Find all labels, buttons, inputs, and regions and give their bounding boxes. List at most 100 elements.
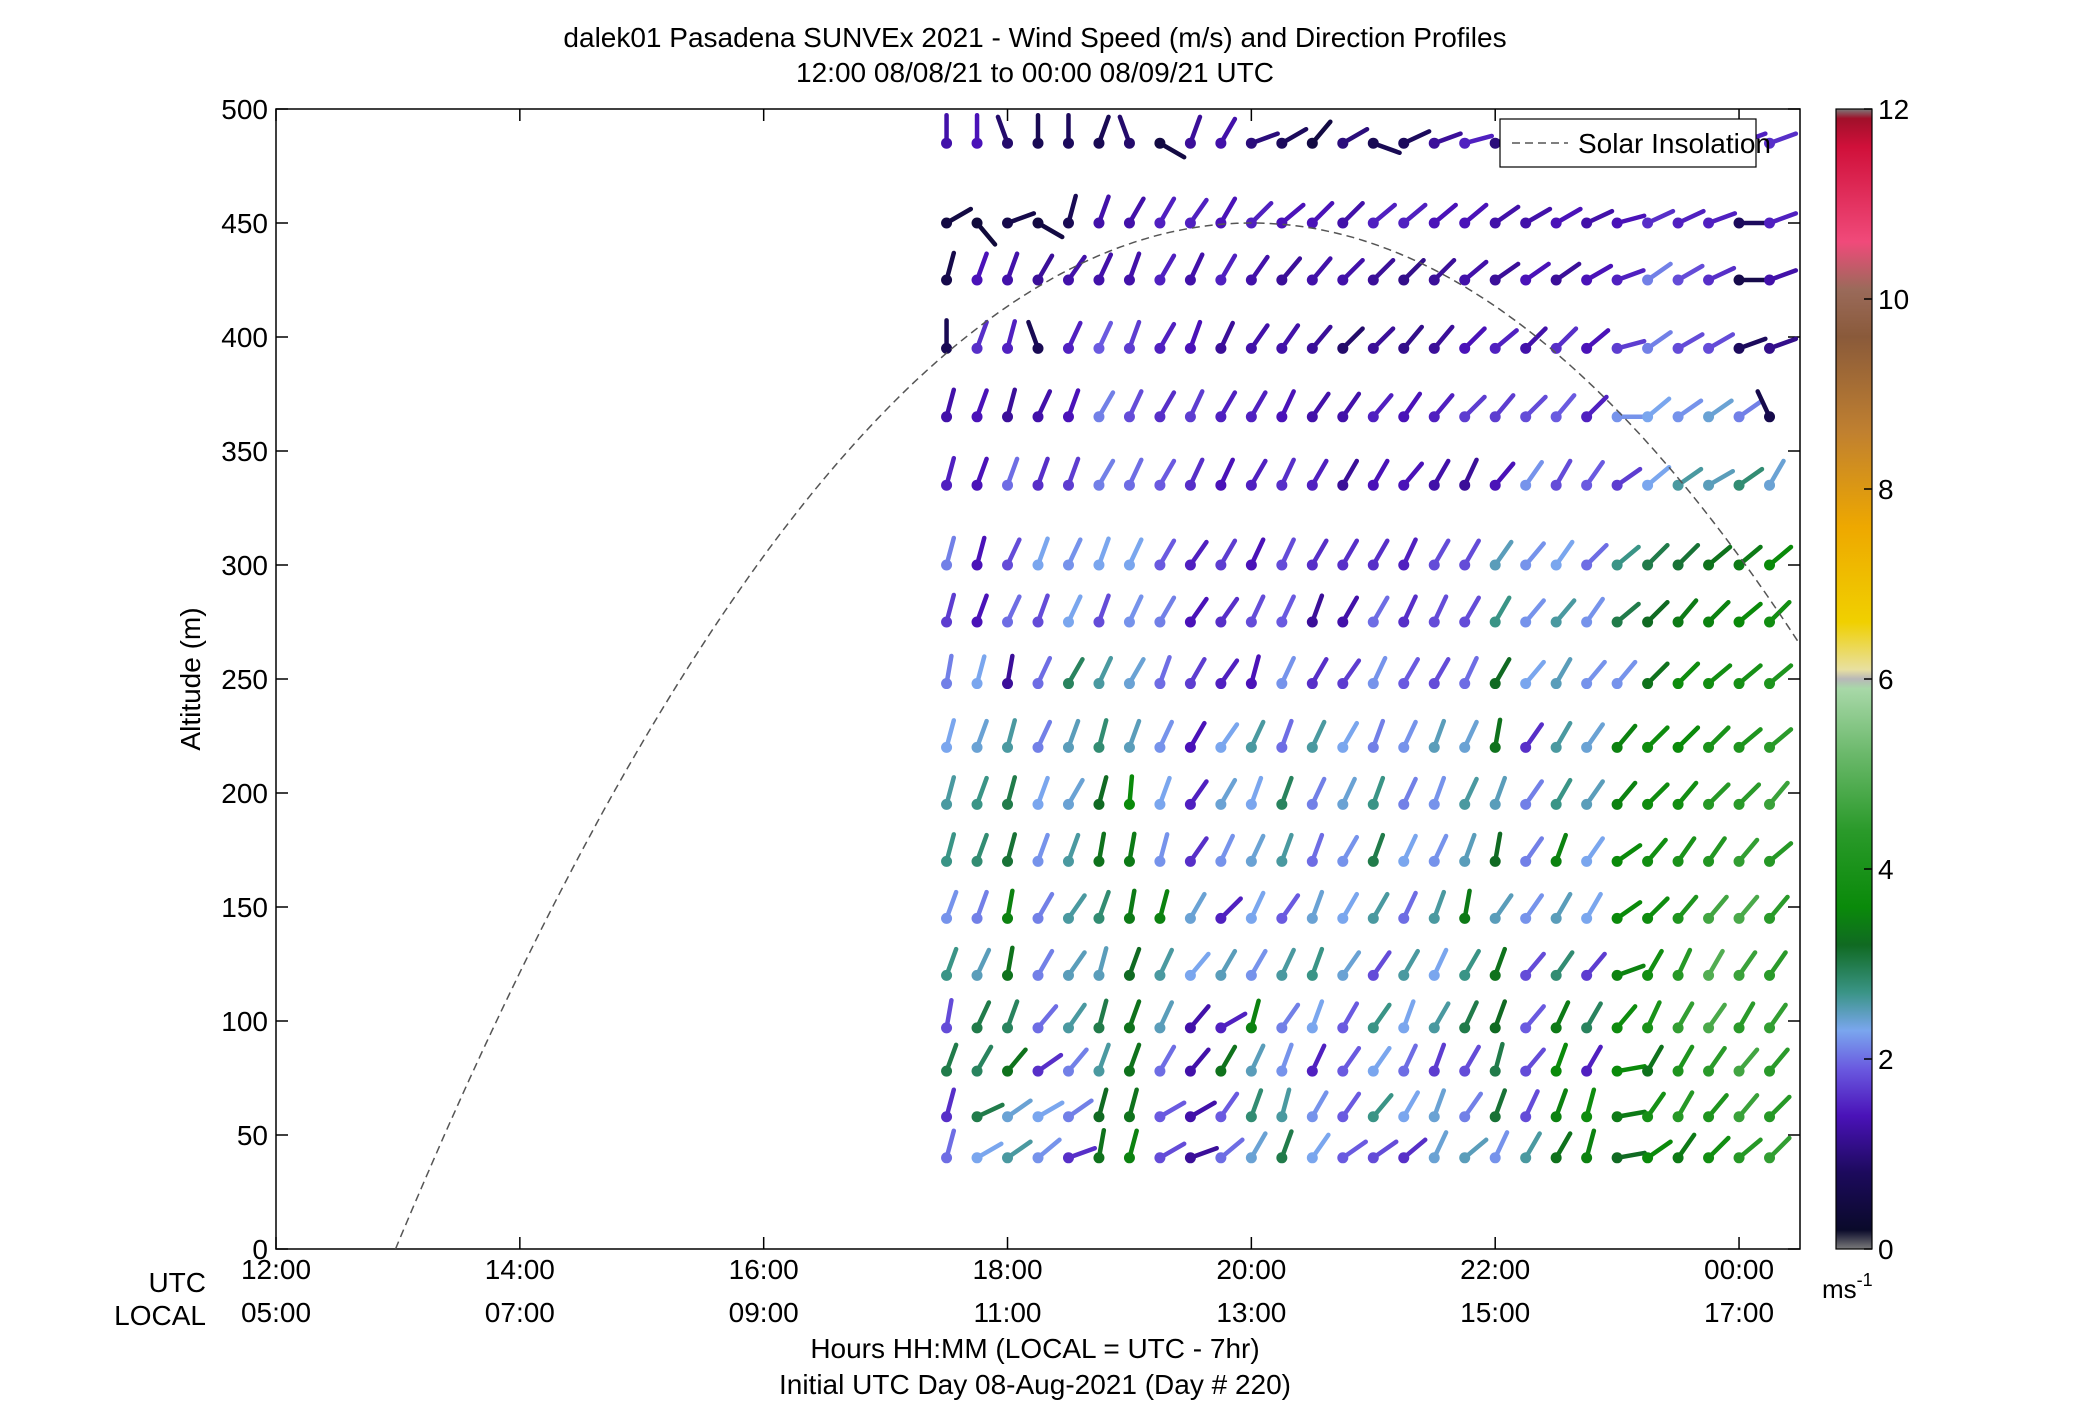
x-tick-label-local: 05:00 bbox=[241, 1297, 311, 1328]
wind-barb-head bbox=[1062, 969, 1074, 981]
wind-barb-head bbox=[1062, 411, 1074, 423]
wind-barb-head bbox=[1184, 411, 1196, 423]
wind-barb-head bbox=[1550, 912, 1562, 924]
wind-barb-head bbox=[1093, 137, 1105, 149]
wind-barb-head bbox=[1337, 969, 1349, 981]
wind-barb-head bbox=[1642, 912, 1654, 924]
wind-barb-head bbox=[1459, 217, 1471, 229]
wind-barb-head bbox=[941, 411, 953, 423]
wind-barb-head bbox=[1520, 559, 1532, 571]
wind-barb-head bbox=[1367, 1152, 1379, 1164]
wind-barb-head bbox=[1032, 741, 1044, 753]
wind-barb-head bbox=[1062, 274, 1074, 286]
wind-barb-head bbox=[1764, 479, 1776, 491]
wind-barb-head bbox=[971, 616, 983, 628]
wind-barb-head bbox=[971, 274, 983, 286]
wind-barb-head bbox=[1245, 137, 1257, 149]
wind-barb-head bbox=[1154, 342, 1166, 354]
wind-barb-head bbox=[1093, 616, 1105, 628]
wind-barb-head bbox=[971, 1022, 983, 1034]
wind-barb-head bbox=[1764, 912, 1776, 924]
wind-barb-head bbox=[971, 479, 983, 491]
wind-barb-head bbox=[1398, 411, 1410, 423]
wind-barb-head bbox=[1764, 969, 1776, 981]
colorbar-unit-sup: -1 bbox=[1857, 1270, 1873, 1290]
wind-barb-head bbox=[1581, 798, 1593, 810]
wind-barb-head bbox=[1550, 969, 1562, 981]
wind-barb-head bbox=[1398, 678, 1410, 690]
wind-barb-head bbox=[1184, 342, 1196, 354]
wind-barb-head bbox=[1093, 1065, 1105, 1077]
wind-barb-head bbox=[1672, 559, 1684, 571]
wind-barb-head bbox=[1398, 479, 1410, 491]
y-tick-label: 100 bbox=[221, 1006, 268, 1037]
wind-barb-head bbox=[1733, 1111, 1745, 1123]
wind-barb-head bbox=[1672, 969, 1684, 981]
wind-barb-head bbox=[1672, 342, 1684, 354]
wind-barb-head bbox=[1489, 1022, 1501, 1034]
wind-barb-head bbox=[1032, 855, 1044, 867]
y-tick-label: 300 bbox=[221, 550, 268, 581]
wind-barb-head bbox=[1733, 1022, 1745, 1034]
wind-barb-head bbox=[1367, 1065, 1379, 1077]
wind-barb-head bbox=[1093, 678, 1105, 690]
wind-barb-head bbox=[1733, 1065, 1745, 1077]
wind-barb-head bbox=[1459, 616, 1471, 628]
wind-barb-head bbox=[1489, 217, 1501, 229]
wind-barb-head bbox=[1703, 411, 1715, 423]
x-tick-label-local: 07:00 bbox=[485, 1297, 555, 1328]
wind-barb-head bbox=[1245, 1022, 1257, 1034]
wind-barb-head bbox=[1398, 342, 1410, 354]
colorbar-tick-label: 0 bbox=[1878, 1234, 1894, 1265]
wind-barb-head bbox=[1459, 855, 1471, 867]
wind-barb-head bbox=[1398, 798, 1410, 810]
wind-barb-head bbox=[1489, 274, 1501, 286]
wind-barb-head bbox=[1764, 798, 1776, 810]
wind-barb-head bbox=[1276, 1065, 1288, 1077]
wind-barb-head bbox=[1184, 274, 1196, 286]
wind-barb-head bbox=[1459, 274, 1471, 286]
wind-barb-head bbox=[941, 741, 953, 753]
wind-barb-head bbox=[1093, 274, 1105, 286]
wind-barb-head bbox=[1002, 678, 1014, 690]
wind-barb-head bbox=[1611, 616, 1623, 628]
wind-barb-head bbox=[1245, 855, 1257, 867]
wind-barb-head bbox=[1002, 741, 1014, 753]
wind-barb-head bbox=[1398, 1022, 1410, 1034]
wind-barb-head bbox=[1367, 479, 1379, 491]
wind-barb-head bbox=[1672, 1022, 1684, 1034]
wind-barb-head bbox=[1367, 741, 1379, 753]
wind-barb-head bbox=[971, 1065, 983, 1077]
wind-barb-head bbox=[1215, 411, 1227, 423]
wind-barb-head bbox=[1764, 1152, 1776, 1164]
x-axis: 12:00 05:00 14:00 07:00 16:00 09:00 18:00 11:00… bbox=[241, 109, 1774, 1328]
wind-barb-head bbox=[1581, 342, 1593, 354]
wind-barb-head bbox=[1306, 1111, 1318, 1123]
wind-barb-head bbox=[1520, 741, 1532, 753]
wind-barb-head bbox=[1489, 855, 1501, 867]
wind-barb-head bbox=[1337, 1111, 1349, 1123]
wind-barb-head bbox=[1215, 137, 1227, 149]
wind-barb-head bbox=[1184, 616, 1196, 628]
y-tick-label: 450 bbox=[221, 208, 268, 239]
wind-barb-head bbox=[1184, 559, 1196, 571]
wind-barb-head bbox=[1002, 217, 1014, 229]
wind-barb-head bbox=[1062, 678, 1074, 690]
wind-barb-head bbox=[1032, 411, 1044, 423]
wind-barb-head bbox=[1611, 855, 1623, 867]
wind-barb-head bbox=[1245, 274, 1257, 286]
wind-barb-head bbox=[971, 217, 983, 229]
wind-barb-head bbox=[1215, 217, 1227, 229]
wind-barb-head bbox=[1154, 559, 1166, 571]
wind-barb-head bbox=[1764, 678, 1776, 690]
x-tick-label-local: 17:00 bbox=[1704, 1297, 1774, 1328]
wind-barb-head bbox=[1062, 798, 1074, 810]
wind-barb-head bbox=[1276, 969, 1288, 981]
wind-barb-head bbox=[1276, 217, 1288, 229]
wind-barb-head bbox=[1642, 969, 1654, 981]
wind-barb-head bbox=[1642, 559, 1654, 571]
wind-barb-head bbox=[1428, 217, 1440, 229]
wind-barb-head bbox=[1002, 274, 1014, 286]
wind-barb-head bbox=[1215, 616, 1227, 628]
wind-barb-head bbox=[971, 411, 983, 423]
